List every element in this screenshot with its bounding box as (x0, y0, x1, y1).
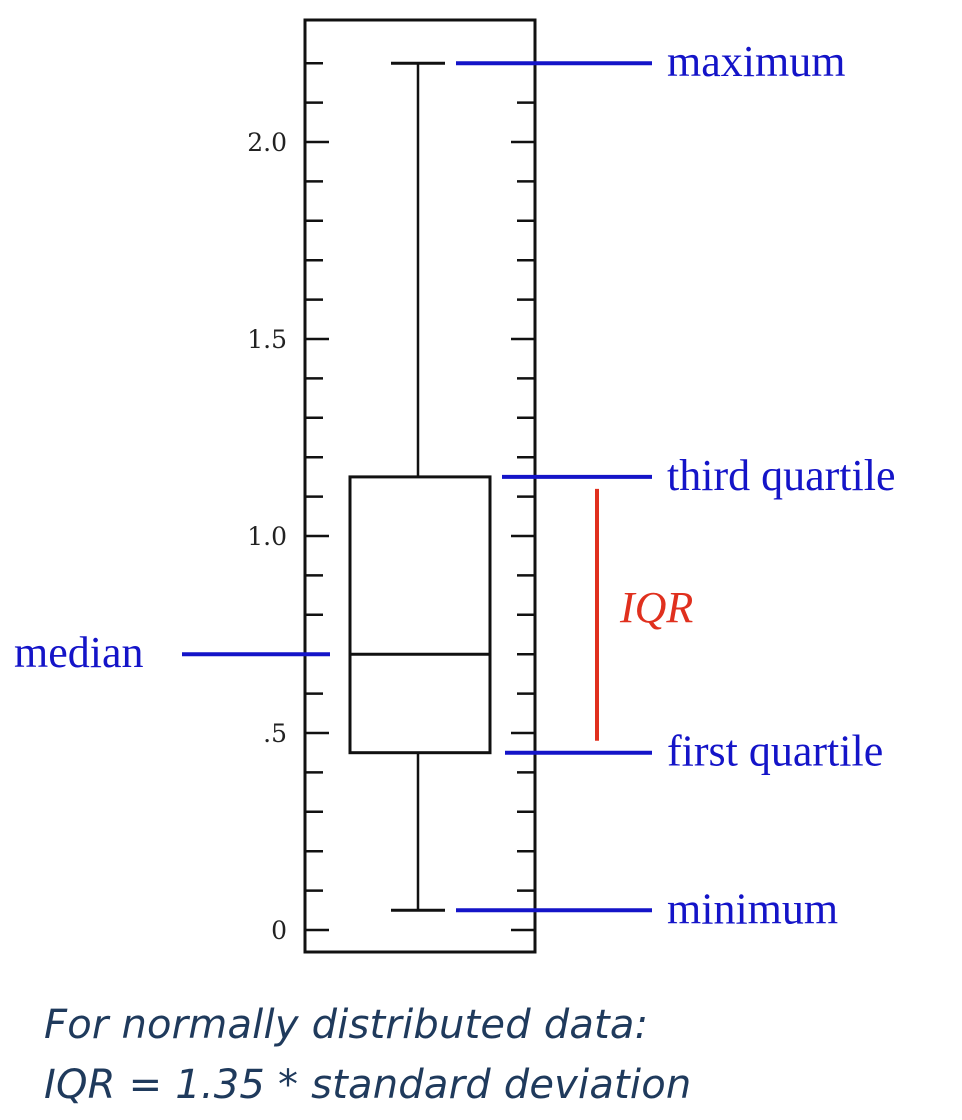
minimum-label: minimum (667, 884, 838, 933)
y-tick-label: .5 (263, 719, 287, 748)
maximum-label: maximum (667, 37, 845, 86)
first-quartile-label: first quartile (667, 727, 883, 776)
y-tick-label: 2.0 (247, 128, 287, 157)
box-plot-figure: 0 .5 1.0 1.5 2.0 maximum third quartile median… (14, 18, 896, 954)
interquartile-box (348, 475, 492, 755)
footer-note-line-2: IQR = 1.35 * standard deviation (44, 1062, 692, 1108)
footer-note-line-1: For normally distributed data: (44, 1002, 649, 1048)
y-tick-label: 1.5 (247, 325, 287, 354)
y-tick-label: 1.0 (247, 522, 287, 551)
iqr-label: IQR (619, 583, 693, 632)
plot-frame (303, 18, 537, 954)
median-label: median (14, 628, 144, 677)
y-tick-label: 0 (271, 916, 287, 945)
third-quartile-label: third quartile (667, 451, 896, 500)
